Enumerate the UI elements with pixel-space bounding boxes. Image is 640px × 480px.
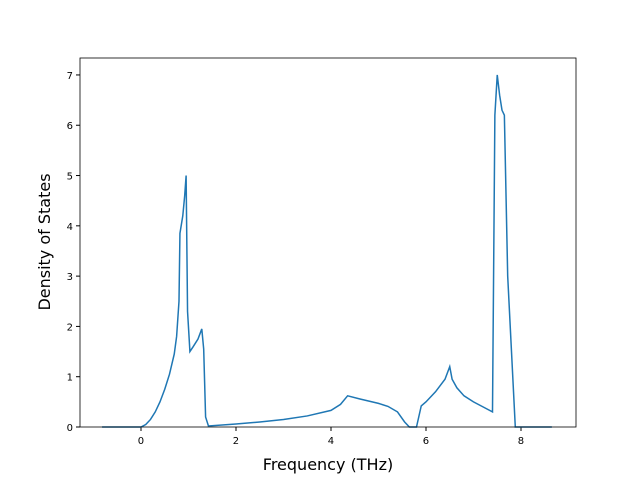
y-tick-label: 1 [67, 373, 73, 384]
x-tick-label: 6 [423, 436, 429, 447]
y-axis-label: Density of States [35, 173, 54, 310]
y-tick-label: 5 [67, 172, 73, 183]
y-tick-label: 6 [67, 121, 73, 132]
y-tick-label: 0 [67, 423, 73, 434]
y-tick-label: 3 [67, 272, 73, 283]
x-axis-label: Frequency (THz) [263, 455, 393, 474]
x-tick-label: 0 [138, 436, 144, 447]
y-tick-label: 7 [67, 71, 73, 82]
y-tick-label: 2 [67, 322, 73, 333]
y-tick-label: 4 [67, 222, 73, 233]
plot-frame [79, 57, 577, 428]
x-tick-label: 8 [518, 436, 524, 447]
x-tick-label: 2 [233, 436, 239, 447]
line [102, 74, 552, 428]
x-tick-label: 4 [328, 436, 334, 447]
